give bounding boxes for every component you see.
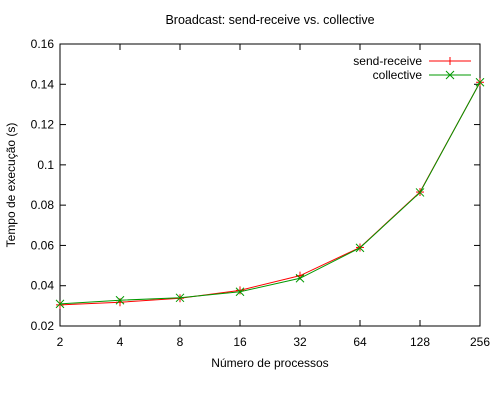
series-layer <box>55 77 485 309</box>
marker-stroke <box>115 295 125 305</box>
series-line-send-receive <box>59 82 481 306</box>
data-point-collective <box>295 273 305 283</box>
y-tick-label: 0.12 <box>31 118 55 132</box>
y-tick-label: 0.08 <box>31 198 55 212</box>
data-point-collective <box>475 77 485 87</box>
x-tick-label: 64 <box>353 335 367 349</box>
x-tick-label: 32 <box>293 335 307 349</box>
x-tick-label: 16 <box>233 335 247 349</box>
plot-frame <box>59 43 481 327</box>
x-tick-label: 4 <box>117 335 124 349</box>
y-tick-label: 0.1 <box>37 158 54 172</box>
data-point-collective <box>415 188 425 197</box>
y-tick-label: 0.14 <box>31 77 55 91</box>
legend-label-send-receive: send-receive <box>353 54 422 68</box>
data-point-collective <box>115 295 125 305</box>
y-tick-label: 0.04 <box>31 279 55 293</box>
marker-stroke <box>175 293 185 303</box>
x-tick-label: 128 <box>410 335 430 349</box>
marker-stroke <box>475 77 485 87</box>
y-axis: 0.02 0.04 0.06 0.08 0.1 0.12 0.14 0.16 <box>31 37 480 333</box>
marker-stroke <box>355 243 365 253</box>
marker-stroke <box>415 188 425 197</box>
marker-stroke <box>55 299 65 309</box>
data-point-collective <box>175 293 185 303</box>
legend-marker-send-receive <box>446 57 454 65</box>
x-axis: 2 4 8 16 32 64 128 256 <box>57 44 490 349</box>
y-axis-label: Tempo de execução (s) <box>4 123 18 248</box>
data-point-send-receive <box>116 298 124 307</box>
data-point-send-receive <box>56 300 64 309</box>
legend-marker-collective <box>445 70 455 80</box>
marker-stroke <box>235 287 245 297</box>
y-tick-label: 0.06 <box>31 238 55 252</box>
data-point-collective <box>235 287 245 297</box>
x-tick-label: 8 <box>177 335 184 349</box>
chart-title: Broadcast: send-receive vs. collective <box>165 13 374 27</box>
y-tick-label: 0.16 <box>31 37 55 51</box>
data-point-collective <box>355 243 365 253</box>
marker-stroke <box>295 273 305 283</box>
y-tick-label: 0.02 <box>31 319 55 333</box>
x-tick-label: 2 <box>57 335 64 349</box>
legend-label-collective: collective <box>373 68 423 82</box>
x-tick-label: 256 <box>470 335 490 349</box>
x-axis-label: Número de processos <box>211 356 328 370</box>
data-point-collective <box>55 299 65 309</box>
series-line-collective <box>59 82 481 305</box>
data-point-send-receive <box>236 286 244 295</box>
marker-stroke <box>445 70 455 80</box>
